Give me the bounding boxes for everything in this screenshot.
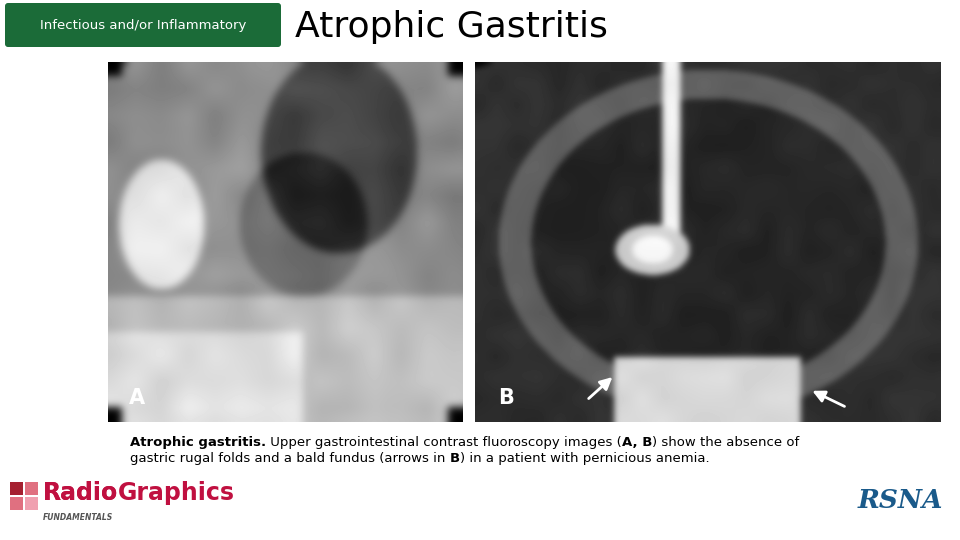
- Text: gastric rugal folds and a bald fundus (arrows in: gastric rugal folds and a bald fundus (a…: [130, 452, 449, 465]
- Text: ) in a patient with pernicious anemia.: ) in a patient with pernicious anemia.: [460, 452, 709, 465]
- Text: Radio: Radio: [43, 481, 118, 505]
- Text: Infectious and/or Inflammatory: Infectious and/or Inflammatory: [39, 18, 246, 31]
- Bar: [25, 482, 38, 495]
- Text: Atrophic Gastritis: Atrophic Gastritis: [295, 10, 608, 44]
- Text: A: A: [130, 388, 145, 408]
- Text: Atrophic gastritis.: Atrophic gastritis.: [130, 436, 266, 449]
- Bar: [10, 482, 23, 495]
- Text: Upper gastrointestinal contrast fluoroscopy images (: Upper gastrointestinal contrast fluorosc…: [266, 436, 622, 449]
- Text: Graphics: Graphics: [118, 481, 235, 505]
- Bar: [25, 497, 38, 510]
- Text: B: B: [498, 388, 515, 408]
- Text: B: B: [449, 452, 460, 465]
- Text: ) show the absence of: ) show the absence of: [652, 436, 800, 449]
- Bar: [10, 497, 23, 510]
- FancyBboxPatch shape: [5, 3, 281, 47]
- Text: A, B: A, B: [622, 436, 652, 449]
- Text: FUNDAMENTALS: FUNDAMENTALS: [43, 513, 113, 522]
- Text: RSNA: RSNA: [857, 488, 943, 512]
- Text: Radio: Radio: [43, 481, 118, 505]
